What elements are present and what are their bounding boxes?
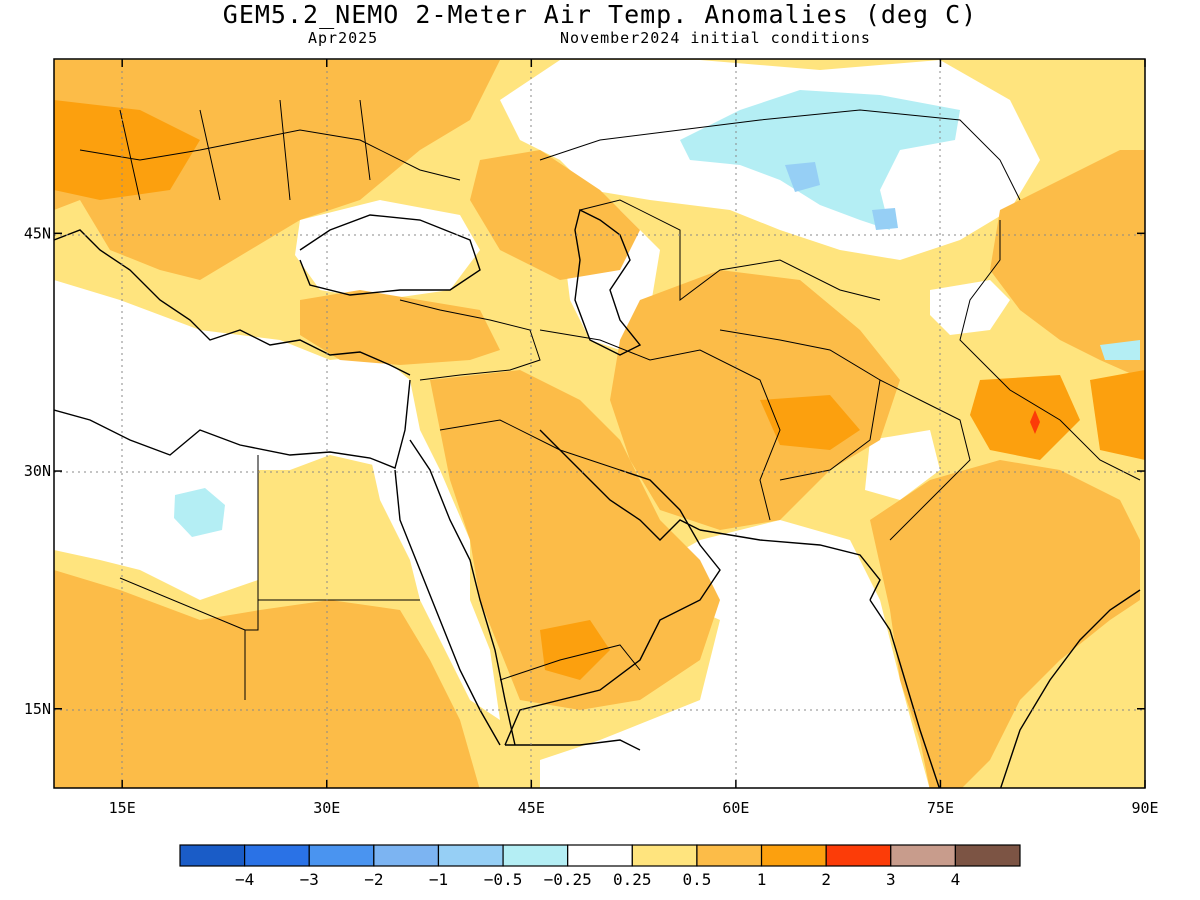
hot-region-central-europe: [54, 100, 200, 200]
colorbar-swatch: [760, 844, 827, 867]
arabia-border: [439, 419, 621, 471]
india-east-coast: [999, 589, 1141, 788]
egypt-sudan-border: [245, 600, 259, 631]
lon-tick-label: 30E: [313, 799, 340, 817]
black-sea-coast: [299, 214, 481, 296]
lon-tick-label: 15E: [109, 799, 136, 817]
pakistan-india-border: [879, 379, 971, 541]
turkey-border: [399, 299, 541, 381]
colorbar: −4 −3 −2 −1 −0.5 −0.25 0.25 0.5 1 2 3 4: [179, 844, 1021, 889]
hot-region-kashmir: [970, 375, 1080, 460]
neutral-region-himalaya: [930, 280, 1010, 335]
neutral-region-arabian-sea: [540, 520, 930, 788]
colorbar-label: 2: [821, 870, 831, 889]
warm-region-kazakhstan: [470, 150, 640, 280]
anomaly-shading: [54, 60, 1145, 788]
north-africa-coast: [54, 379, 411, 469]
very-hot-spot: [1030, 410, 1040, 434]
colorbar-label: 0.5: [682, 870, 711, 889]
colorbar-swatch: [890, 844, 956, 867]
colorbar-swatch: [696, 844, 763, 867]
colorbar-swatch: [502, 844, 569, 867]
colorbar-label: 0.25: [613, 870, 652, 889]
red-sea-east-coast: [409, 439, 516, 746]
neutral-region-west-india: [865, 430, 940, 500]
lon-tick-label: 60E: [722, 799, 749, 817]
cool-region-sahara: [174, 488, 225, 537]
warm-region-east-asia: [990, 150, 1145, 380]
map-title: GEM5.2_NEMO 2-Meter Air Temp. Anomalies …: [222, 0, 978, 29]
lat-tick-label: 30N: [24, 462, 51, 480]
africa-horn-coast: [505, 739, 641, 751]
warm-region-india: [870, 460, 1140, 788]
initial-conditions: November2024 initial conditions: [560, 29, 871, 47]
cool-region-central-asia: [680, 90, 960, 230]
neutral-region-north-africa: [54, 280, 420, 600]
colorbar-label: 1: [757, 870, 767, 889]
lat-tick-label: 15N: [24, 700, 51, 718]
colorbar-label: −0.5: [484, 870, 523, 889]
warm-region-europe: [54, 60, 500, 280]
colorbar-label: −3: [300, 870, 319, 889]
neutral-region-red-sea: [370, 430, 500, 720]
hot-region-tibet: [1090, 370, 1145, 460]
neutral-region-black-sea: [295, 200, 480, 300]
country-borders: [79, 99, 1141, 700]
colorbar-label: −2: [364, 870, 383, 889]
colorbar-swatch: [631, 844, 698, 867]
gulf-of-oman-coast: [504, 469, 721, 746]
colorbar-swatch: [308, 844, 375, 867]
warm-region-turkey: [300, 290, 500, 365]
forecast-month: Apr2025: [308, 29, 379, 47]
lat-tick-label: 45N: [24, 224, 51, 242]
colorbar-swatch: [179, 844, 246, 867]
lon-tick-label: 75E: [927, 799, 954, 817]
yemen-border: [499, 644, 641, 681]
lon-tick-label: 90E: [1131, 799, 1158, 817]
colorbar-swatch: [437, 844, 504, 867]
colorbar-swatch: [244, 844, 310, 867]
colorbar-label: −1: [429, 870, 448, 889]
europe-borders: [79, 99, 461, 201]
colorbar-label: 3: [886, 870, 896, 889]
colorbar-swatch: [373, 844, 440, 867]
plot-frame: [53, 58, 1146, 789]
colorbar-label: −4: [235, 870, 254, 889]
colorbar-swatch: [567, 844, 633, 867]
colorbar-label: 4: [951, 870, 961, 889]
makran-coast: [699, 529, 881, 601]
persian-gulf-coast: [539, 429, 701, 541]
hot-region-afghanistan: [760, 395, 860, 450]
russia-kazakh-border: [539, 109, 1021, 201]
mediterranean-coast-north: [54, 229, 411, 376]
china-border: [959, 220, 1141, 481]
hot-region-arabia: [540, 620, 610, 680]
colorbar-swatch: [825, 844, 892, 867]
gridlines: [54, 59, 1145, 788]
india-west-coast: [869, 599, 941, 788]
kazakhstan-border: [579, 199, 881, 301]
colorbar-label: −0.25: [544, 870, 592, 889]
lon-tick-label: 45E: [518, 799, 545, 817]
axis-ticks: 45N 30N 15N 15E 30E 45E 60E 75E 90E: [24, 59, 1159, 817]
warm-region-north-africa: [54, 570, 480, 788]
colorbar-swatch: [954, 844, 1021, 867]
cool-region-inner-blue-2: [872, 208, 898, 230]
cool-region-inner-blue: [785, 162, 820, 192]
warm-region-middle-east: [430, 370, 720, 710]
warm-region-iran-afghanistan: [610, 270, 900, 530]
cool-region-northeast: [1100, 340, 1140, 360]
